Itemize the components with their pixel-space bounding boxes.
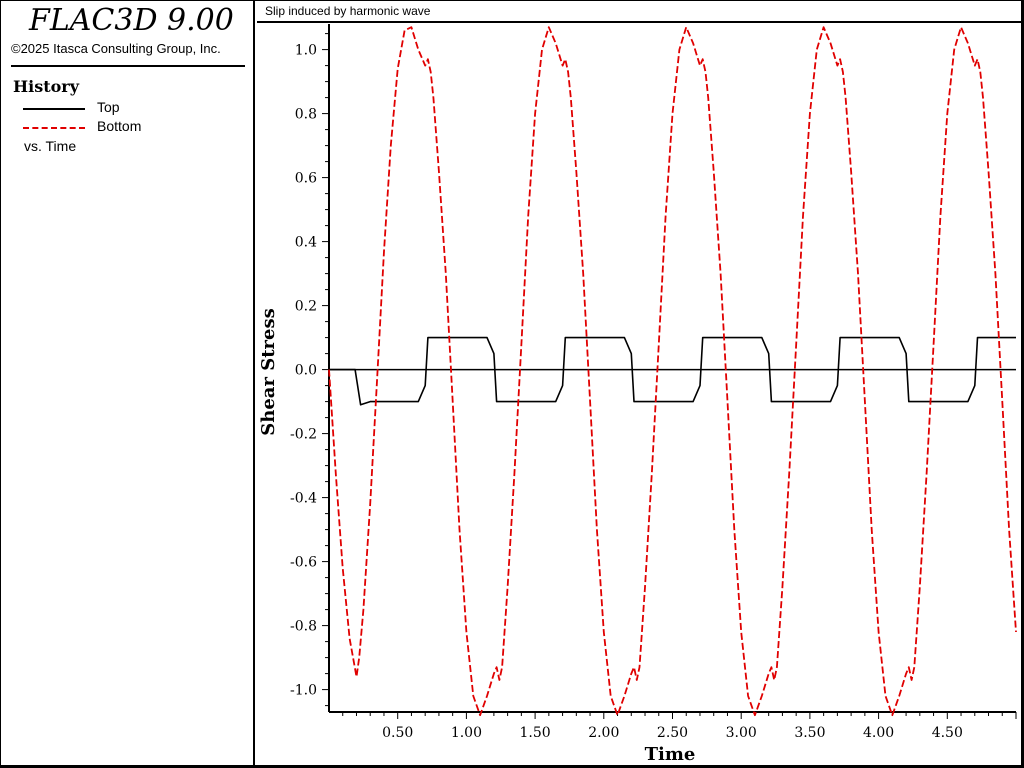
- x-tick-label: 3.00: [726, 725, 757, 741]
- legend-item-top: Top: [23, 99, 243, 117]
- y-tick-label: -0.2: [290, 427, 317, 443]
- y-tick-label: 0.6: [295, 171, 317, 187]
- legend-item-bottom: Bottom: [23, 118, 243, 136]
- x-tick-label: 3.50: [794, 725, 825, 741]
- right-border: [1021, 0, 1023, 768]
- y-tick-label: -0.4: [290, 491, 317, 507]
- divider: [11, 65, 245, 67]
- app-title: FLAC3D 9.00: [29, 3, 234, 38]
- y-tick-label: 0.8: [295, 107, 317, 123]
- series-line-top: [329, 336, 1016, 406]
- plot-title: Slip induced by harmonic wave: [265, 4, 431, 18]
- y-tick-label: 0.4: [295, 235, 317, 251]
- y-tick-label: -0.6: [290, 555, 317, 571]
- x-tick-label: 2.00: [588, 725, 619, 741]
- x-tick-label: 4.50: [932, 725, 963, 741]
- bottom-border: [0, 765, 1024, 767]
- x-tick-label: 1.50: [520, 725, 551, 741]
- x-tick-label: 0.50: [382, 725, 413, 741]
- legend-label-top: Top: [97, 99, 120, 115]
- y-tick-label: 0.2: [295, 299, 317, 315]
- history-heading: History: [13, 77, 79, 96]
- vs-time-label: vs. Time: [24, 138, 77, 154]
- y-axis-label: Shear Stress: [258, 308, 279, 435]
- x-tick-label: 1.00: [451, 725, 482, 741]
- y-tick-label: -1.0: [290, 683, 317, 699]
- x-tick-label: 4.00: [863, 725, 894, 741]
- x-tick-label: 2.50: [657, 725, 688, 741]
- legend-panel: FLAC3D 9.00 ©2025 Itasca Consulting Grou…: [1, 1, 255, 766]
- y-tick-label: 1.0: [295, 43, 317, 59]
- plot-title-bar: Slip induced by harmonic wave: [257, 1, 1022, 23]
- legend-line-bottom: [23, 127, 85, 129]
- y-tick-label: 0.0: [295, 363, 317, 379]
- legend-line-top: [23, 108, 85, 110]
- legend-label-bottom: Bottom: [97, 118, 142, 134]
- copyright-text: ©2025 Itasca Consulting Group, Inc.: [11, 41, 221, 56]
- y-tick-label: -0.8: [290, 619, 317, 635]
- series-line-bottom: [328, 26, 1017, 717]
- x-axis-label: Time: [645, 744, 696, 765]
